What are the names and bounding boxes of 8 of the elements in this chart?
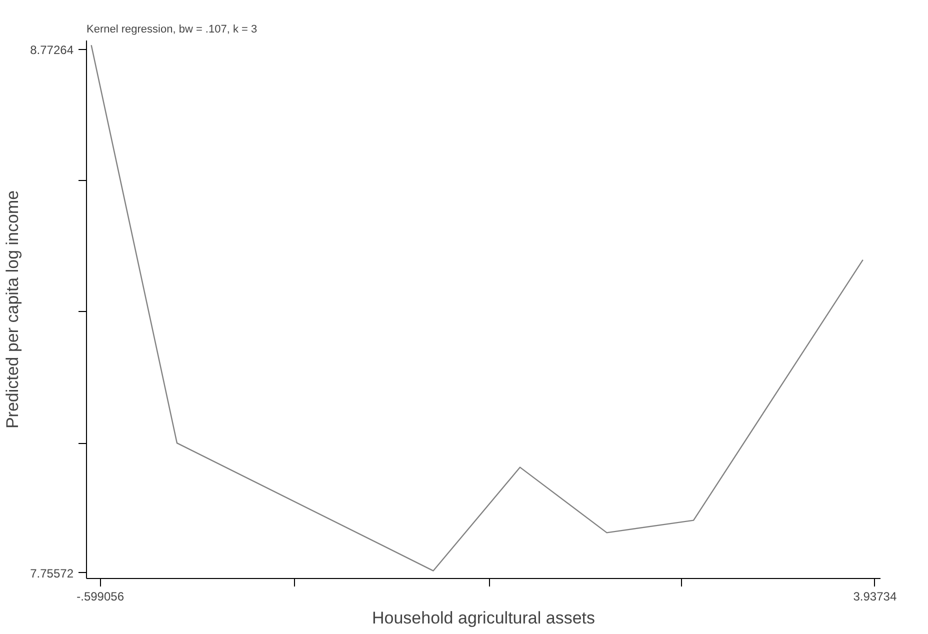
x-axis-title: Household agricultural assets <box>372 608 596 628</box>
x-tick-label: -.599056 <box>76 590 124 604</box>
y-axis-title: Predicted per capita log income <box>3 190 22 429</box>
x-tick-label: 3.93734 <box>853 590 897 604</box>
chart-title: Kernel regression, bw = .107, k = 3 <box>86 24 258 36</box>
line-series <box>90 44 864 572</box>
y-tick-label: 8.77264 <box>30 42 74 57</box>
y-tick-label: 7.75572 <box>30 566 74 580</box>
